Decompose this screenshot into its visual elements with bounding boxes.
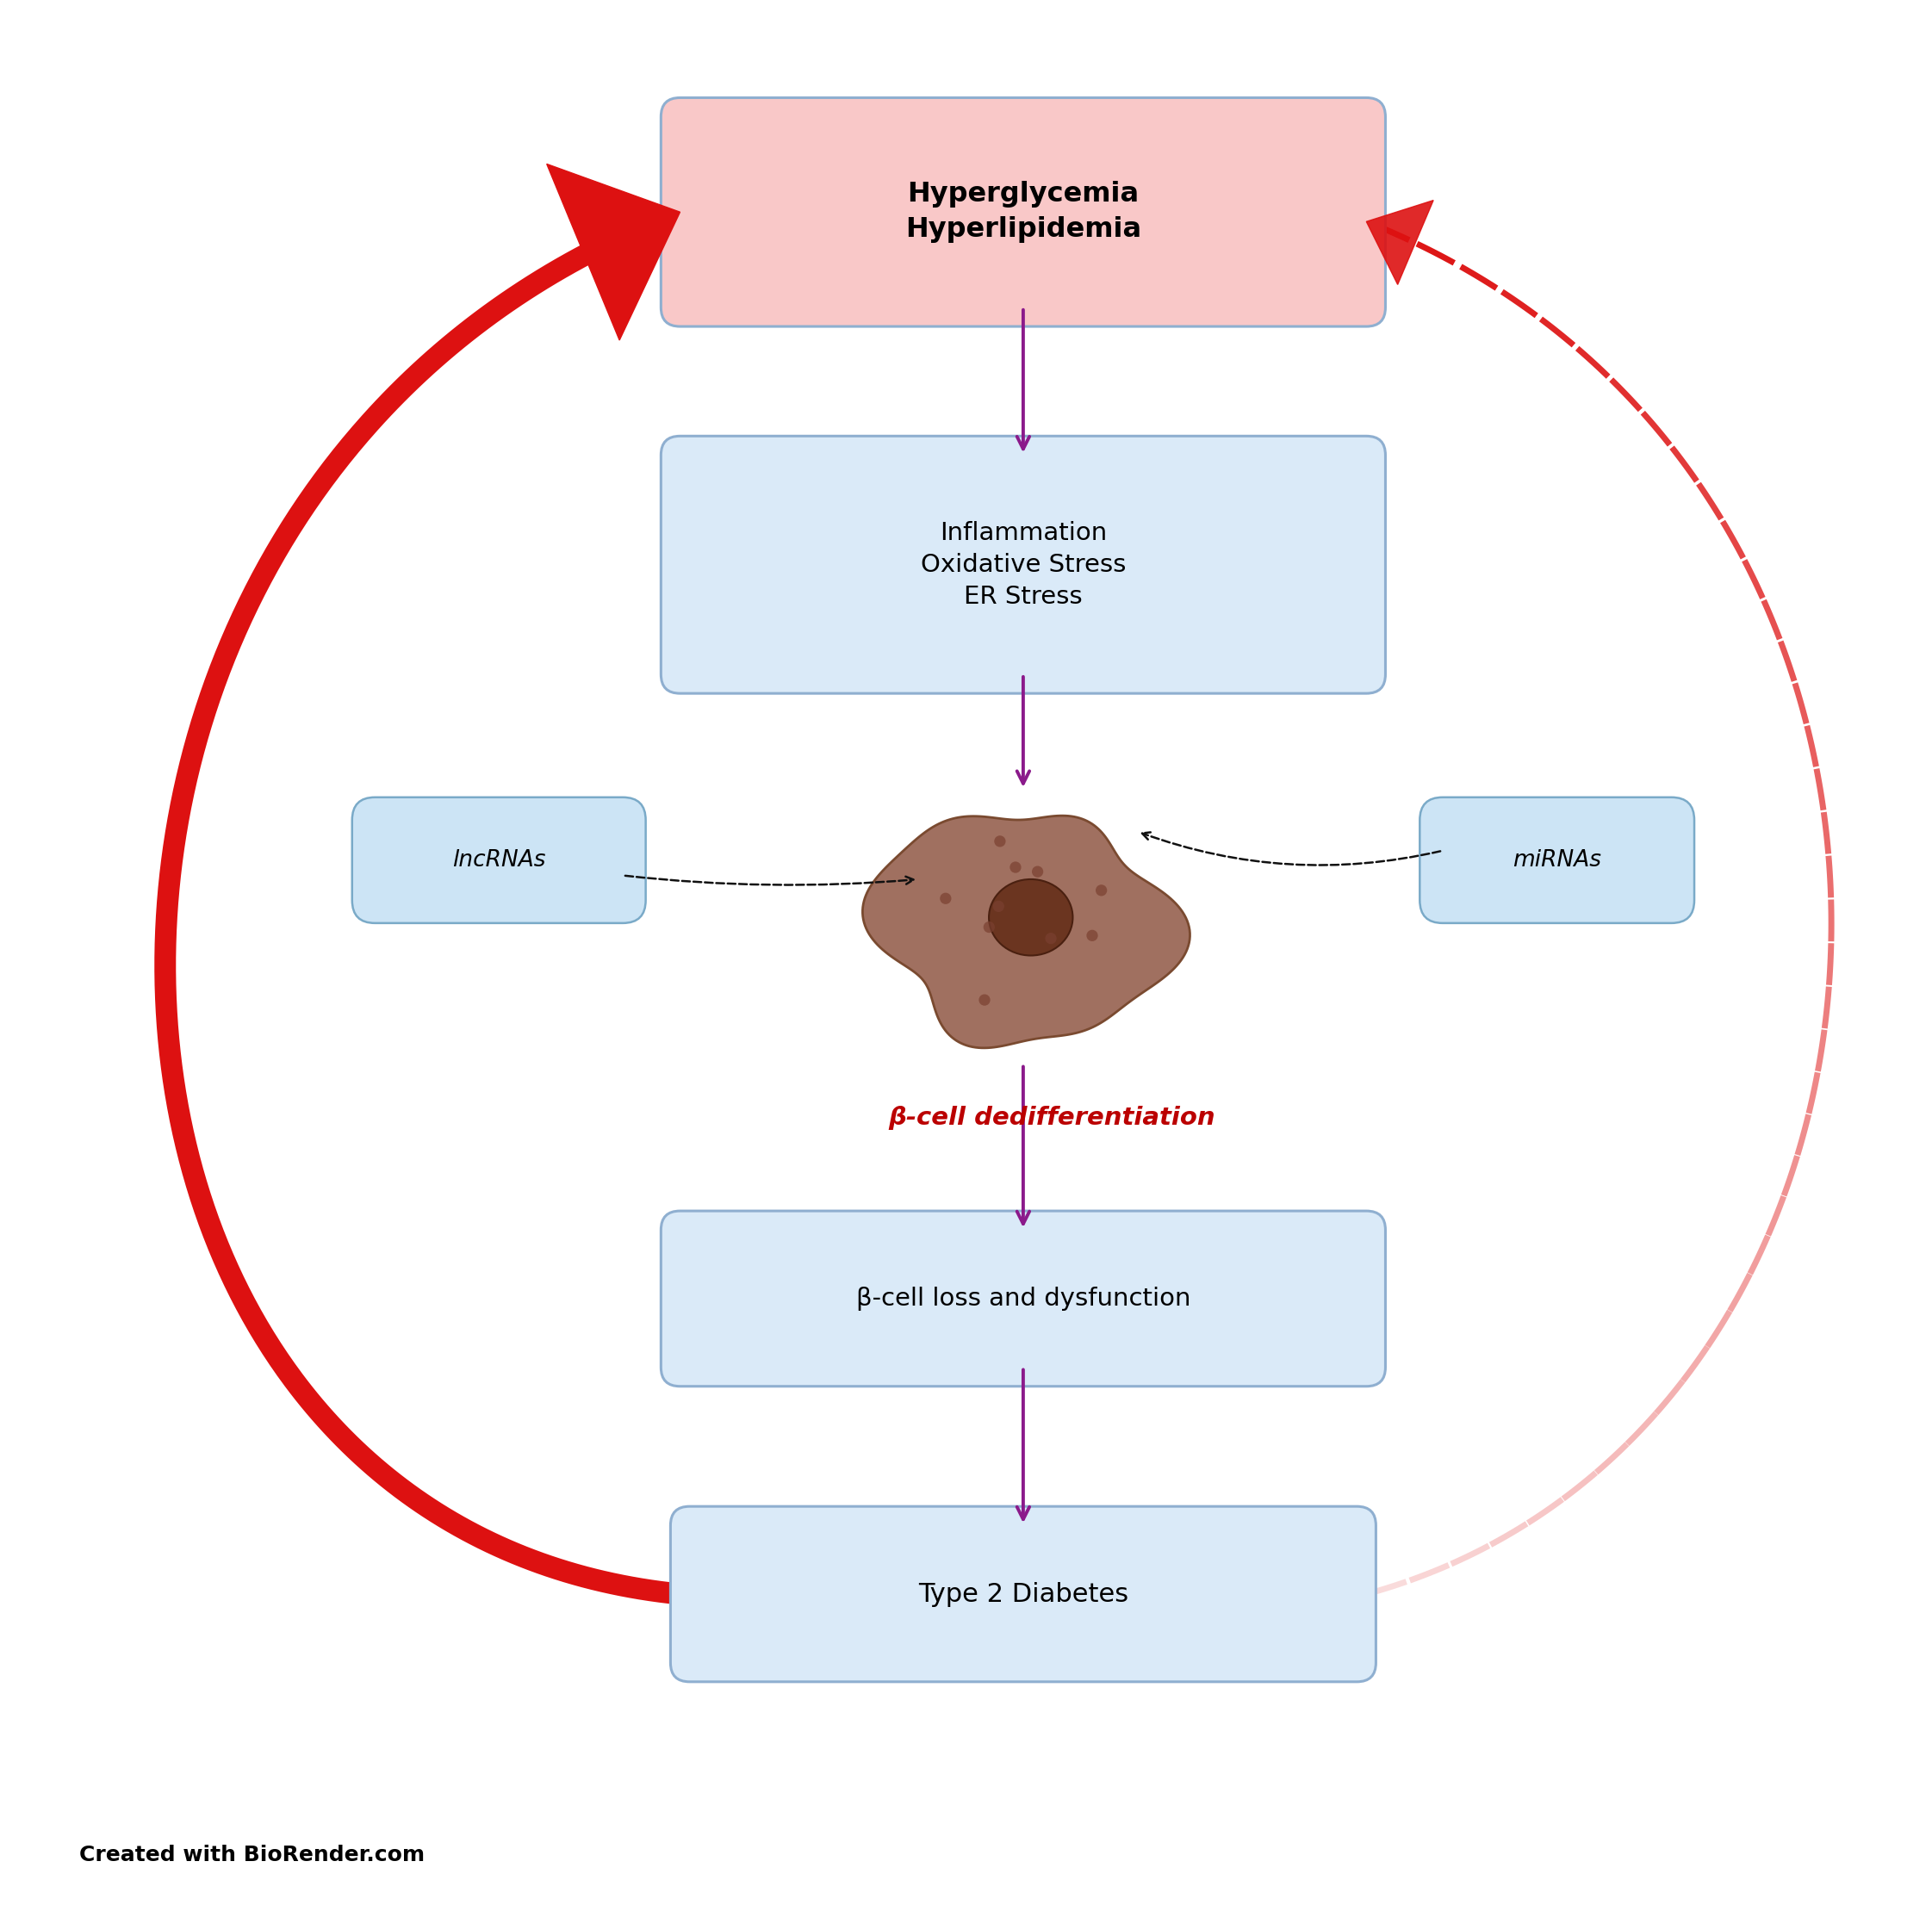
FancyBboxPatch shape xyxy=(1420,797,1694,923)
FancyBboxPatch shape xyxy=(661,97,1385,327)
Text: β-cell dedifferentiation: β-cell dedifferentiation xyxy=(889,1105,1215,1129)
FancyBboxPatch shape xyxy=(661,436,1385,694)
Circle shape xyxy=(939,892,951,904)
Circle shape xyxy=(1045,933,1057,944)
FancyBboxPatch shape xyxy=(670,1506,1376,1682)
Circle shape xyxy=(1095,885,1107,896)
Text: β-cell loss and dysfunction: β-cell loss and dysfunction xyxy=(856,1286,1190,1311)
Circle shape xyxy=(1032,866,1043,877)
Text: Hyperglycemia
Hyperlipidemia: Hyperglycemia Hyperlipidemia xyxy=(904,182,1142,243)
Text: Type 2 Diabetes: Type 2 Diabetes xyxy=(918,1582,1128,1607)
Ellipse shape xyxy=(989,879,1072,956)
FancyBboxPatch shape xyxy=(661,1212,1385,1385)
Circle shape xyxy=(983,921,995,933)
Text: Inflammation
Oxidative Stress
ER Stress: Inflammation Oxidative Stress ER Stress xyxy=(920,522,1126,608)
Text: lncRNAs: lncRNAs xyxy=(452,848,545,871)
Polygon shape xyxy=(1366,201,1434,285)
Circle shape xyxy=(995,835,1007,847)
Text: Created with BioRender.com: Created with BioRender.com xyxy=(79,1844,425,1865)
Circle shape xyxy=(980,994,991,1005)
Circle shape xyxy=(1010,862,1022,873)
Circle shape xyxy=(993,900,1005,912)
Circle shape xyxy=(1086,931,1097,942)
Text: miRNAs: miRNAs xyxy=(1513,848,1602,871)
Polygon shape xyxy=(547,164,680,340)
Polygon shape xyxy=(862,816,1190,1047)
FancyBboxPatch shape xyxy=(352,797,645,923)
